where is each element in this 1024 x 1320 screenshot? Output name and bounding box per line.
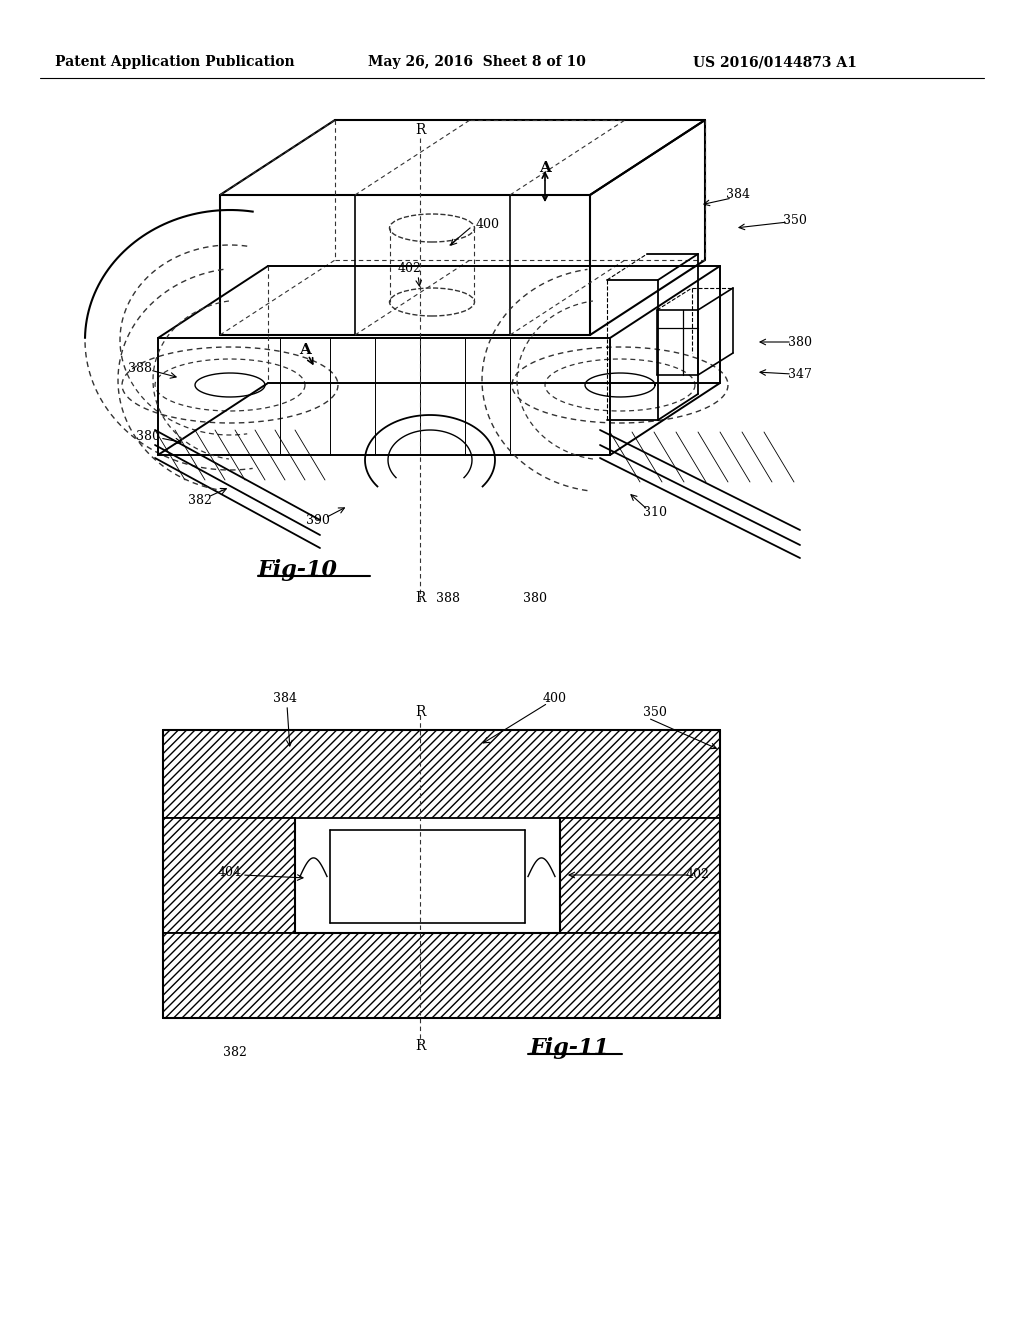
Text: 380: 380 [136, 429, 160, 442]
Text: 310: 310 [643, 506, 667, 519]
Text: 400: 400 [543, 692, 567, 705]
Text: R: R [415, 591, 425, 605]
Text: Patent Application Publication: Patent Application Publication [55, 55, 295, 69]
Text: US 2016/0144873 A1: US 2016/0144873 A1 [693, 55, 857, 69]
Text: Fig-10: Fig-10 [258, 558, 338, 581]
Text: 402: 402 [398, 261, 422, 275]
Text: 347: 347 [788, 368, 812, 381]
Text: 382: 382 [188, 494, 212, 507]
Text: 350: 350 [643, 705, 667, 718]
Text: May 26, 2016  Sheet 8 of 10: May 26, 2016 Sheet 8 of 10 [368, 55, 586, 69]
Text: 350: 350 [783, 214, 807, 227]
Text: 404: 404 [218, 866, 242, 879]
Text: R: R [415, 123, 425, 137]
Polygon shape [163, 818, 295, 933]
Text: 400: 400 [476, 219, 500, 231]
Text: Fig-11: Fig-11 [530, 1038, 610, 1059]
Text: 380: 380 [523, 591, 547, 605]
Text: 384: 384 [273, 692, 297, 705]
Text: 380: 380 [788, 335, 812, 348]
Text: 384: 384 [726, 189, 750, 202]
Text: R: R [415, 705, 425, 719]
Text: 402: 402 [686, 869, 710, 882]
Polygon shape [560, 818, 720, 933]
Text: A: A [299, 343, 311, 356]
Text: 390: 390 [306, 513, 330, 527]
Text: 388: 388 [436, 591, 460, 605]
Polygon shape [163, 933, 720, 1018]
Polygon shape [163, 730, 720, 818]
Text: A: A [539, 161, 551, 176]
Text: R: R [415, 1039, 425, 1053]
Text: 388: 388 [128, 362, 152, 375]
Text: 382: 382 [223, 1047, 247, 1060]
